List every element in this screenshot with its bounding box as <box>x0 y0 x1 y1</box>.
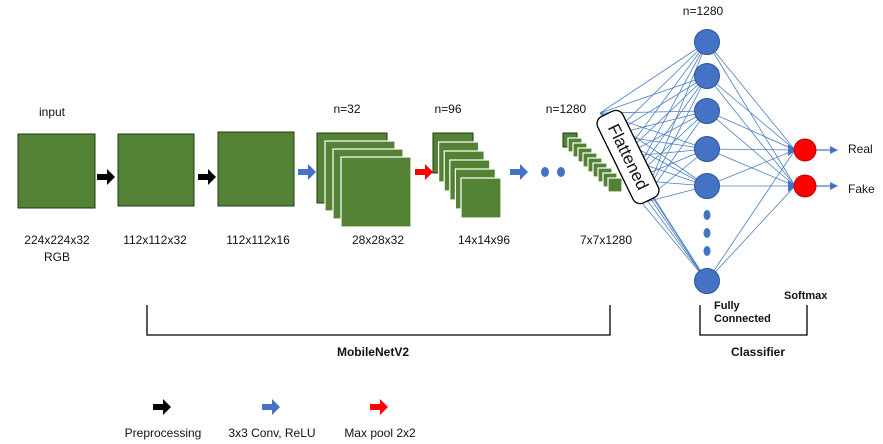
stage-top: n=1280 <box>546 102 587 116</box>
stage-top: input <box>39 105 66 119</box>
connection <box>706 149 796 282</box>
block <box>117 133 195 207</box>
connection <box>706 110 796 187</box>
stage-label: 7x7x1280 <box>580 233 632 247</box>
bracket <box>146 305 611 336</box>
fc-label: Connected <box>714 313 771 325</box>
dot <box>557 167 565 177</box>
connection <box>706 148 796 151</box>
connection <box>706 41 796 187</box>
connection <box>706 41 796 151</box>
input-block <box>17 133 96 209</box>
flattened-box <box>596 109 660 205</box>
legend-arrow <box>370 399 388 415</box>
stage-label: 14x14x96 <box>458 233 510 247</box>
legend-label: Max pool 2x2 <box>344 426 416 440</box>
connection <box>611 41 708 136</box>
neuron <box>694 63 720 89</box>
shapes <box>17 29 838 415</box>
output-label: Fake <box>848 182 875 196</box>
arrowhead <box>788 180 796 192</box>
neuron-dot <box>703 228 711 238</box>
stack-block <box>340 156 412 228</box>
neuron <box>694 136 720 162</box>
fc-top: n=1280 <box>683 4 724 18</box>
arrow <box>415 164 433 180</box>
neuron <box>694 268 720 294</box>
stack-block <box>607 177 623 193</box>
arrowhead <box>788 144 796 156</box>
connection <box>599 75 708 114</box>
arrow <box>198 169 216 185</box>
stage-label: 224x224x32 <box>24 233 90 247</box>
arrow <box>298 164 316 180</box>
neuron-dot <box>703 246 711 256</box>
stage-label: 112x112x16 <box>226 233 290 247</box>
connection <box>706 110 796 151</box>
legend-arrow <box>262 399 280 415</box>
legend-label: 3x3 Conv, ReLU <box>228 426 315 440</box>
output-neuron <box>793 138 817 162</box>
softmax-label: Softmax <box>784 290 828 302</box>
arrowhead <box>830 146 838 154</box>
connection <box>599 41 708 114</box>
legend-label: Preprocessing <box>125 426 202 440</box>
output-neuron <box>793 174 817 198</box>
connection <box>706 149 796 187</box>
arrow <box>510 164 528 180</box>
neuron-dot <box>703 210 711 220</box>
group-label: Classifier <box>731 345 785 359</box>
block <box>217 131 295 207</box>
output-label: Real <box>848 142 873 156</box>
legend-arrow <box>153 399 171 415</box>
stage-label: 112x112x32 <box>123 233 187 247</box>
neuron <box>694 29 720 55</box>
group-label: MobileNetV2 <box>337 345 409 359</box>
neuron <box>694 98 720 124</box>
connection <box>641 202 708 282</box>
neuron <box>694 173 720 199</box>
bracket <box>699 305 808 336</box>
stage-top: n=32 <box>333 102 360 116</box>
connection <box>706 75 796 151</box>
stage-label: RGB <box>44 250 70 264</box>
connection <box>706 75 796 187</box>
connection <box>706 185 796 282</box>
fc-label: Fully <box>714 300 741 312</box>
stage-label: 28x28x32 <box>352 233 404 247</box>
connection <box>631 41 708 181</box>
dot <box>541 167 549 177</box>
stack-block <box>460 177 502 219</box>
connection <box>706 148 796 187</box>
stage-top: n=96 <box>434 102 461 116</box>
arrowhead <box>830 182 838 190</box>
arrow <box>97 169 115 185</box>
